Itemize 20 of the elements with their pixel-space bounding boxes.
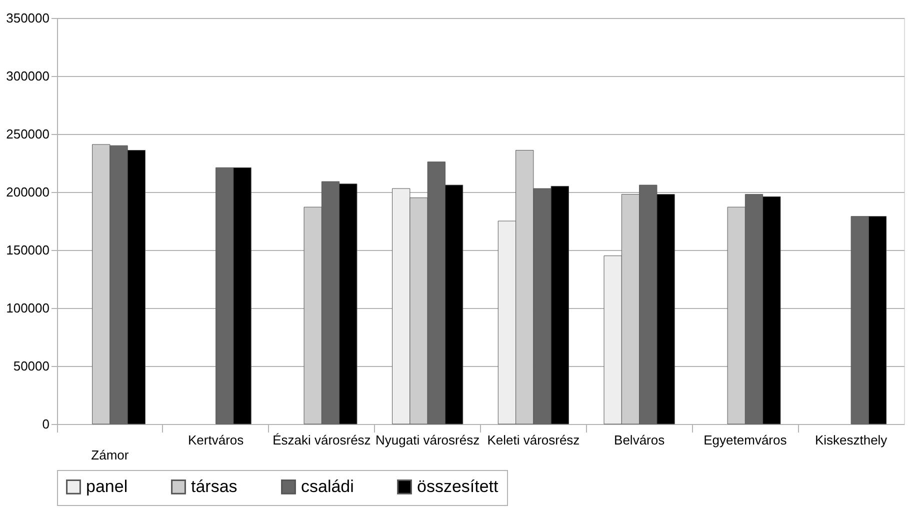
- legend-label: összesített: [417, 476, 499, 496]
- x-tick-label: Egyetemváros: [704, 432, 788, 448]
- legend-label: panel: [86, 476, 128, 496]
- x-tick-label: Kiskeszthely: [814, 432, 888, 448]
- y-tick-label: 50000: [13, 358, 50, 374]
- y-tick-label: 0: [42, 416, 50, 432]
- y-tick-label: 100000: [6, 300, 50, 316]
- x-tick-label: Északi városrész: [272, 432, 371, 448]
- x-tick-label: Zámor: [91, 448, 130, 462]
- x-tick-label: Belváros: [614, 432, 666, 448]
- y-tick-label: 300000: [6, 68, 50, 84]
- y-tick-label: 200000: [6, 184, 50, 200]
- legend-label: társas: [191, 476, 238, 496]
- x-tick-label: Keleti városrész: [487, 432, 580, 448]
- y-tick-label: 250000: [6, 126, 50, 142]
- y-tick-label: 350000: [6, 10, 50, 26]
- x-tick-label: Nyugati városrész: [376, 432, 480, 448]
- y-tick-label: 150000: [6, 242, 50, 258]
- x-tick-label: Kertváros: [188, 432, 244, 448]
- legend-label: családi: [301, 476, 354, 496]
